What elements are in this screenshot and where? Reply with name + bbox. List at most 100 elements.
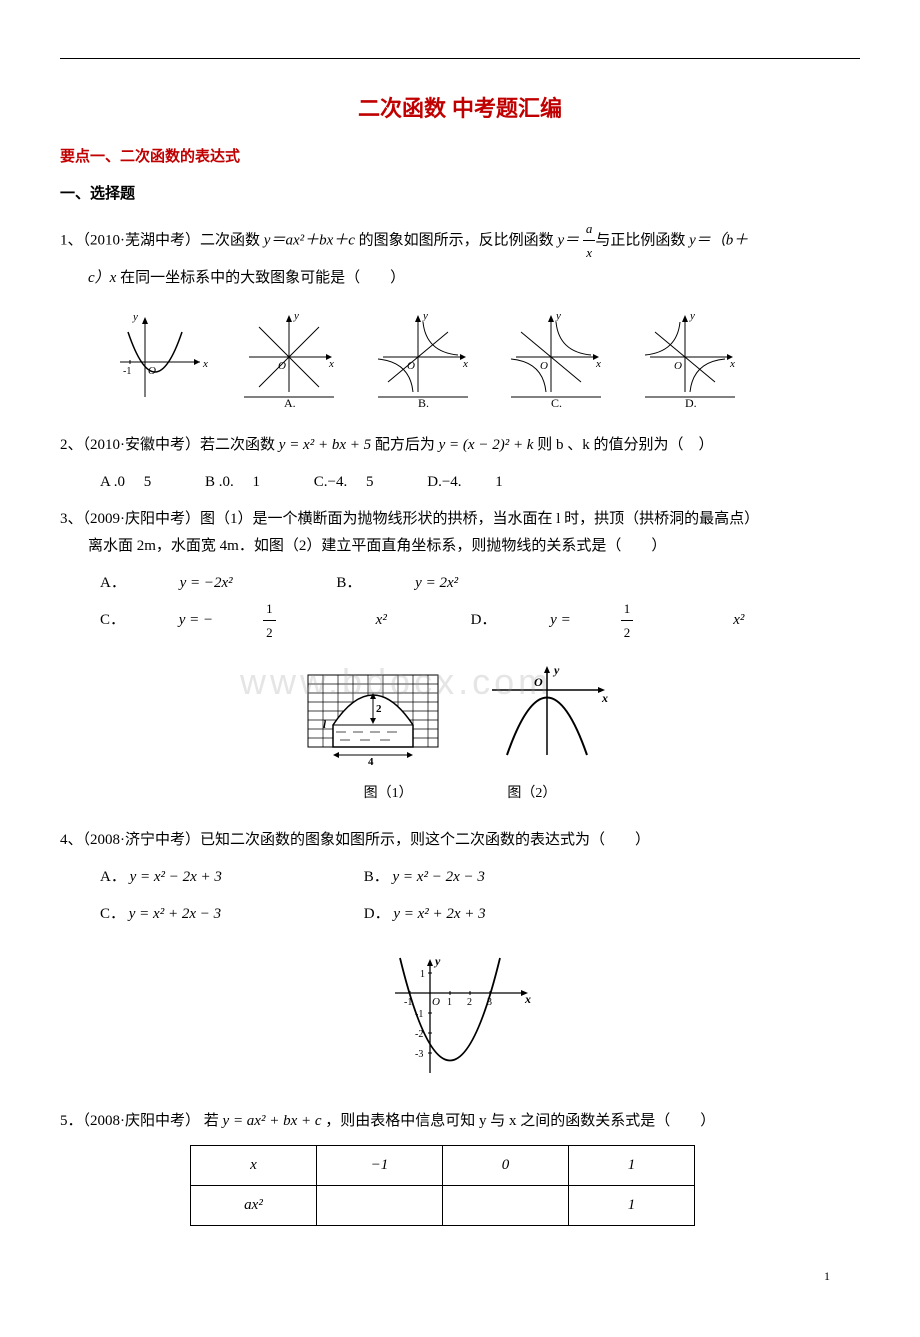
sub-header: 一、选择题 xyxy=(60,180,860,207)
svg-text:y: y xyxy=(689,310,695,322)
q2-opt-d: D.−4. 1 xyxy=(427,469,503,496)
svg-text:-2: -2 xyxy=(415,1029,423,1040)
svg-text:C.: C. xyxy=(551,396,562,407)
table-cell xyxy=(443,1185,569,1225)
q1-num: 1、 xyxy=(60,232,83,248)
q1-figures: x y -1 O x y O A. x y O B. xyxy=(60,307,860,417)
q4-source: （2008·济宁中考） xyxy=(83,832,201,848)
table-cell: x xyxy=(191,1145,317,1185)
q3-cap2: 图（2） xyxy=(462,781,602,806)
page-number: 1 xyxy=(60,1266,860,1288)
q4-opt-b: B． y = x² − 2x − 3 xyxy=(364,864,624,891)
q1-text-b: 的图象如图所示，反比例函数 xyxy=(355,232,558,248)
q5-text-b: ，则由表格中信息可知 y 与 x 之间的函数关系式是（ ） xyxy=(322,1113,716,1129)
q1-eq1: y＝ax²＋bx＋c xyxy=(264,232,355,248)
q5-source: （2008·庆阳中考） xyxy=(83,1113,201,1129)
q4-opt-c: C． y = x² + 2x − 3 xyxy=(100,901,360,928)
svg-text:x: x xyxy=(524,992,531,1006)
svg-text:y: y xyxy=(132,312,138,323)
svg-text:x: x xyxy=(328,358,334,370)
q3-num: 3、 xyxy=(60,511,83,527)
svg-text:y: y xyxy=(433,954,441,968)
svg-text:y: y xyxy=(552,663,560,677)
q3-text-b: 离水面 2m，水面宽 4m．如图（2）建立平面直角坐标系，则抛物线的关系式是（ … xyxy=(88,538,666,554)
q5-table: x −1 0 1 ax² 1 xyxy=(190,1145,695,1226)
q2-opt-b: B .0. 1 xyxy=(205,469,260,496)
q1-frac: ax xyxy=(583,217,596,265)
table-cell xyxy=(317,1185,443,1225)
svg-text:B.: B. xyxy=(418,396,429,407)
q3-options: A． y = −2x² B． y = 2x² C． y = −12x² D． y… xyxy=(60,570,860,645)
q1-option-d-graph: x y O D. xyxy=(635,307,745,407)
q2-text-a: 若二次函数 xyxy=(200,437,279,453)
question-3: 3、（2009·庆阳中考）图（1）是一个横断面为抛物线形状的拱桥，当水面在 l … xyxy=(60,506,860,560)
q3-text-a: 图（1）是一个横断面为抛物线形状的拱桥，当水面在 l 时，拱顶（拱桥洞的最高点） xyxy=(200,511,759,527)
svg-text:D.: D. xyxy=(685,396,697,407)
svg-text:O: O xyxy=(540,360,548,372)
q1-source: （2010·芜湖中考） xyxy=(83,232,201,248)
svg-text:x: x xyxy=(595,358,601,370)
svg-text:4: 4 xyxy=(368,756,374,768)
page-title: 二次函数 中考题汇编 xyxy=(60,89,860,129)
q1-option-a-graph: x y O A. xyxy=(234,307,344,407)
svg-text:x: x xyxy=(729,358,735,370)
svg-text:y: y xyxy=(422,310,428,322)
q2-opt-a: A .0 5 xyxy=(100,469,151,496)
table-row: ax² 1 xyxy=(191,1185,695,1225)
table-cell: ax² xyxy=(191,1185,317,1225)
svg-text:y: y xyxy=(293,310,299,322)
q4-num: 4、 xyxy=(60,832,83,848)
q3-opt-c: C． y = −12x² xyxy=(100,597,437,645)
q4-opt-d: D． y = x² + 2x + 3 xyxy=(364,901,624,928)
q1-given-graph: x y -1 O xyxy=(100,312,210,407)
q1-eq2-pre: y＝ xyxy=(557,232,582,248)
q3-source: （2009·庆阳中考） xyxy=(83,511,201,527)
q2-source: （2010·安徽中考） xyxy=(83,437,201,453)
svg-text:x: x xyxy=(202,358,208,370)
q5-eq1: y = ax² + bx + c xyxy=(223,1113,322,1129)
svg-text:1: 1 xyxy=(420,969,425,980)
table-cell: 1 xyxy=(569,1185,695,1225)
section-header: 要点一、二次函数的表达式 xyxy=(60,143,860,170)
top-rule xyxy=(60,58,860,59)
svg-text:O: O xyxy=(148,365,156,377)
svg-text:O: O xyxy=(534,675,543,689)
q2-eq2: y = (x − 2)² + k xyxy=(439,437,534,453)
q2-eq1: y = x² + bx + 5 xyxy=(279,437,371,453)
svg-text:O: O xyxy=(674,360,682,372)
q2-options: A .0 5 B .0. 1 C.−4. 5 D.−4. 1 xyxy=(60,469,860,496)
q4-graph: x y -1 O 1 2 3 1 -1 -2 -3 xyxy=(380,953,540,1083)
table-cell: 1 xyxy=(569,1145,695,1185)
q5-text-a: 若 xyxy=(200,1113,223,1129)
table-cell: −1 xyxy=(317,1145,443,1185)
q3-figures: l 2 4 x y O 图（1） 图（2） xyxy=(60,660,860,807)
q1-option-c-graph: x y O C. xyxy=(501,307,611,407)
svg-text:-1: -1 xyxy=(123,366,131,377)
q3-cap1: 图（1） xyxy=(318,781,458,806)
q1-text-d: c）x xyxy=(88,270,120,286)
svg-text:1: 1 xyxy=(447,997,452,1008)
table-row: x −1 0 1 xyxy=(191,1145,695,1185)
svg-text:-3: -3 xyxy=(415,1049,423,1060)
svg-text:2: 2 xyxy=(376,703,382,715)
q2-text-b: 配方后为 xyxy=(371,437,439,453)
q2-num: 2、 xyxy=(60,437,83,453)
question-4: 4、（2008·济宁中考）已知二次函数的图象如图所示，则这个二次函数的表达式为（… xyxy=(60,827,860,854)
q3-opt-a: A． y = −2x² xyxy=(100,570,283,597)
svg-text:y: y xyxy=(555,310,561,322)
q2-opt-c: C.−4. 5 xyxy=(314,469,374,496)
q3-fig2: x y O xyxy=(472,660,622,770)
table-cell: 0 xyxy=(443,1145,569,1185)
svg-text:x: x xyxy=(462,358,468,370)
q3-fig1: l 2 4 xyxy=(298,660,448,770)
svg-text:2: 2 xyxy=(467,997,472,1008)
question-5: 5．（2008·庆阳中考） 若 y = ax² + bx + c ，则由表格中信… xyxy=(60,1108,860,1135)
q4-opt-a: A． y = x² − 2x + 3 xyxy=(100,864,360,891)
q4-options: A． y = x² − 2x + 3 B． y = x² − 2x − 3 C．… xyxy=(60,864,860,938)
q1-text-e: 在同一坐标系中的大致图象可能是（ ） xyxy=(120,270,405,286)
q4-text: 已知二次函数的图象如图所示，则这个二次函数的表达式为（ ） xyxy=(200,832,650,848)
q5-num: 5． xyxy=(60,1113,83,1129)
q2-text-c: 则 b 、k 的值分别为（ ） xyxy=(533,437,713,453)
svg-text:O: O xyxy=(432,996,440,1008)
q3-opt-d: D． y = 12x² xyxy=(471,597,795,645)
